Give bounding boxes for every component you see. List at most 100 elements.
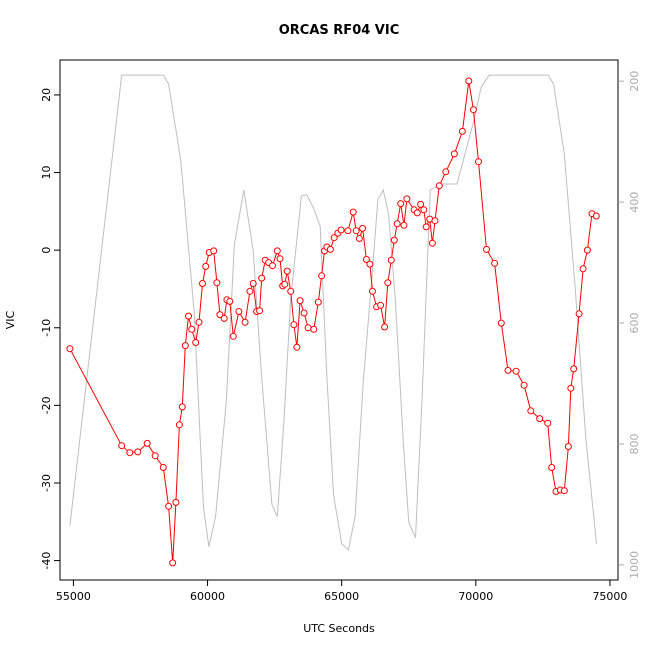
data-point bbox=[435, 182, 443, 190]
x-tick-label: 75000 bbox=[592, 590, 627, 603]
data-point bbox=[66, 345, 74, 353]
data-point bbox=[178, 403, 186, 411]
data-point bbox=[134, 448, 142, 456]
y-tick-label: 10 bbox=[40, 166, 53, 180]
data-point bbox=[188, 325, 196, 333]
data-point bbox=[397, 200, 405, 208]
data-point bbox=[151, 452, 159, 460]
data-point bbox=[337, 226, 345, 234]
data-point bbox=[304, 324, 312, 332]
y-tick-label: -20 bbox=[40, 396, 53, 414]
data-point bbox=[143, 439, 151, 447]
data-point bbox=[290, 321, 298, 329]
data-point bbox=[300, 309, 308, 317]
series-layer bbox=[66, 74, 600, 567]
data-point bbox=[475, 158, 482, 166]
data-point bbox=[504, 366, 512, 374]
data-point bbox=[165, 502, 173, 510]
x-tick-label: 65000 bbox=[324, 590, 359, 603]
data-point bbox=[172, 498, 180, 506]
x-axis-label: UTC Seconds bbox=[303, 622, 375, 635]
data-point bbox=[258, 274, 266, 282]
y-axis-label: VIC bbox=[4, 310, 17, 329]
data-point bbox=[512, 367, 520, 375]
data-point bbox=[352, 227, 360, 235]
data-point bbox=[281, 280, 289, 288]
data-point bbox=[387, 256, 395, 264]
x-axis: 55000 60000 65000 70000 75000 bbox=[56, 580, 627, 603]
data-point bbox=[349, 208, 357, 216]
data-point bbox=[413, 209, 421, 217]
data-point bbox=[450, 150, 458, 158]
data-point bbox=[185, 312, 192, 320]
data-point bbox=[400, 221, 408, 229]
y-tick-label: -30 bbox=[40, 474, 53, 492]
data-point bbox=[355, 235, 363, 242]
data-point bbox=[283, 267, 291, 275]
data-point bbox=[583, 246, 591, 254]
data-point bbox=[560, 487, 568, 495]
data-point bbox=[403, 195, 411, 203]
data-point bbox=[575, 310, 583, 318]
y2-tick-label: 1000 bbox=[628, 551, 641, 579]
data-point bbox=[226, 297, 234, 305]
data-point bbox=[169, 559, 177, 567]
data-point bbox=[269, 262, 276, 270]
data-point bbox=[458, 127, 466, 135]
data-point bbox=[527, 407, 535, 415]
data-point bbox=[192, 339, 200, 346]
y-axis-right: 200 400 600 800 1000 bbox=[618, 71, 641, 579]
data-point bbox=[579, 265, 587, 273]
y-tick-label: 20 bbox=[40, 88, 53, 102]
y2-tick-label: 400 bbox=[628, 192, 641, 213]
data-point bbox=[296, 297, 304, 305]
data-point bbox=[235, 308, 243, 315]
data-point bbox=[195, 318, 203, 326]
data-point bbox=[276, 255, 284, 263]
secondary-series-line bbox=[69, 74, 597, 551]
data-point bbox=[330, 234, 338, 242]
y-tick-label: -10 bbox=[40, 319, 53, 337]
data-point bbox=[362, 256, 370, 263]
plot-frame bbox=[59, 59, 619, 581]
data-point bbox=[384, 279, 392, 287]
data-point bbox=[241, 318, 249, 326]
data-point bbox=[246, 287, 254, 295]
chart-title: ORCAS RF04 VIC bbox=[279, 23, 400, 38]
x-tick-label: 55000 bbox=[56, 590, 91, 603]
data-point bbox=[483, 245, 490, 253]
data-point bbox=[491, 259, 499, 267]
data-point bbox=[428, 239, 436, 247]
data-point bbox=[417, 200, 425, 208]
y-tick-label: -40 bbox=[40, 552, 53, 570]
data-point bbox=[202, 262, 210, 270]
data-point bbox=[220, 314, 228, 322]
data-point bbox=[326, 245, 334, 253]
data-point bbox=[273, 247, 281, 255]
data-point bbox=[548, 464, 556, 471]
data-point bbox=[256, 307, 264, 315]
data-point bbox=[344, 227, 352, 235]
data-point bbox=[181, 342, 189, 350]
data-point bbox=[229, 332, 237, 340]
y-axis-left: -40 -30 -20 -10 0 10 20 bbox=[40, 88, 60, 570]
data-point bbox=[536, 415, 544, 423]
data-point bbox=[314, 298, 322, 306]
data-point bbox=[420, 206, 428, 214]
data-point bbox=[564, 443, 572, 450]
data-point bbox=[199, 280, 206, 287]
data-point bbox=[469, 106, 477, 114]
data-point bbox=[465, 77, 473, 85]
data-point bbox=[497, 319, 505, 327]
data-point bbox=[520, 381, 528, 389]
data-point bbox=[567, 384, 575, 392]
data-point bbox=[175, 421, 183, 429]
data-point bbox=[393, 220, 401, 228]
data-point bbox=[442, 168, 450, 176]
data-point bbox=[159, 464, 167, 471]
data-point bbox=[381, 323, 389, 331]
data-point bbox=[570, 365, 578, 373]
data-point bbox=[216, 311, 224, 319]
y2-tick-label: 800 bbox=[628, 433, 641, 454]
